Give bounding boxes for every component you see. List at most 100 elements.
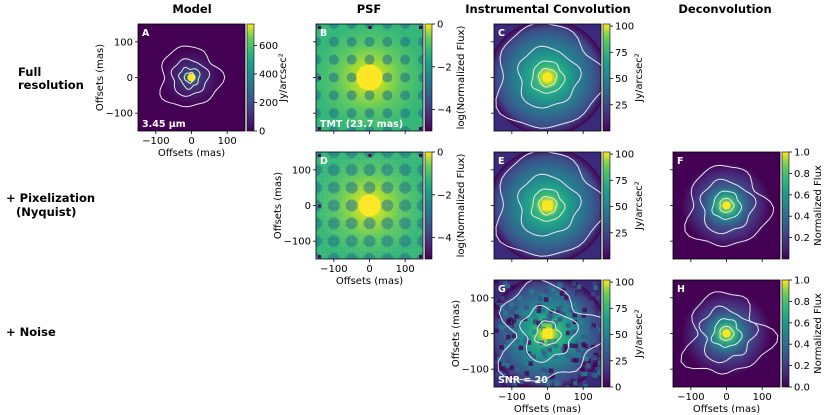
psf-dark-ring bbox=[399, 181, 412, 194]
noise-pixel bbox=[524, 371, 530, 376]
colorbar-tick-label: 1.0 bbox=[794, 148, 810, 159]
contour-line bbox=[495, 24, 601, 129]
noise-pixel bbox=[569, 330, 574, 335]
noise-pixel bbox=[501, 361, 507, 366]
noise-pixel bbox=[529, 289, 534, 294]
noise-pixel bbox=[501, 339, 507, 344]
noise-pixel bbox=[559, 291, 564, 296]
noise-pixel bbox=[536, 308, 542, 314]
noise-pixel bbox=[561, 312, 566, 317]
noise-pixel bbox=[592, 355, 597, 360]
psf-dark-ring bbox=[316, 217, 322, 230]
contour-line bbox=[680, 291, 779, 375]
colorbar-label: Jy/arcsec² bbox=[634, 309, 645, 359]
noise-pixel bbox=[586, 345, 591, 351]
noise-pixel bbox=[582, 307, 587, 313]
psf-null bbox=[318, 255, 321, 258]
noise-pixel bbox=[509, 365, 514, 370]
contour-line bbox=[178, 66, 201, 90]
colorbar-tick-label: 100 bbox=[615, 278, 634, 289]
y-tick-label: −100 bbox=[462, 365, 489, 376]
noise-pixel bbox=[551, 287, 556, 293]
contour-line bbox=[517, 45, 582, 109]
colorbar-label: Normalized Flux bbox=[813, 165, 824, 246]
psf-dark-ring bbox=[316, 108, 321, 119]
noise-pixel bbox=[572, 386, 577, 387]
psf-core bbox=[358, 194, 381, 217]
noise-pixel bbox=[553, 320, 558, 325]
noise-pixel bbox=[565, 305, 571, 311]
colorbar-gradient bbox=[602, 23, 611, 132]
colorbar-label: log(Normalized Flux) bbox=[456, 154, 467, 258]
noise-pixel bbox=[512, 380, 517, 385]
panel-letter: A bbox=[142, 28, 150, 39]
noise-pixel bbox=[571, 281, 577, 287]
noise-pixel bbox=[583, 384, 588, 387]
noise-pixel bbox=[534, 315, 539, 321]
psf-dark-ring bbox=[418, 90, 423, 101]
x-axis-label: Offsets (mas) bbox=[693, 404, 760, 415]
psf-dark-ring bbox=[346, 72, 357, 83]
colorbar-tick-label: 200 bbox=[259, 98, 278, 109]
inset-text: TMT (23.7 mas) bbox=[320, 119, 403, 130]
contour-line bbox=[719, 325, 735, 341]
noise-pixel bbox=[506, 320, 511, 325]
x-tick-label: 100 bbox=[218, 136, 237, 147]
colorbar-label: Jy/arcsec² bbox=[634, 181, 645, 231]
colorbar-gradient bbox=[781, 279, 790, 388]
psf-dark-ring bbox=[328, 54, 339, 65]
psf-dark-ring bbox=[346, 54, 357, 65]
psf-dark-ring bbox=[417, 163, 423, 176]
noise-pixel bbox=[524, 305, 529, 310]
noise-pixel bbox=[511, 333, 517, 339]
galaxy-core bbox=[542, 328, 553, 339]
contour-line bbox=[710, 318, 743, 348]
x-tick-label: 0 bbox=[188, 136, 194, 147]
noise-pixel bbox=[531, 354, 536, 359]
psf-dark-ring bbox=[417, 181, 423, 194]
noise-pixel bbox=[543, 368, 549, 374]
colorbar-tick-label: 0.2 bbox=[794, 233, 810, 244]
psf-dark-ring bbox=[400, 36, 411, 47]
psf-dark-ring bbox=[382, 36, 393, 47]
psf-dark-ring bbox=[400, 24, 411, 29]
noise-pixel bbox=[561, 354, 566, 359]
column-title-model: Model bbox=[172, 2, 211, 16]
panel-letter: G bbox=[498, 284, 506, 295]
noise-pixel bbox=[575, 339, 580, 345]
noise-pixel bbox=[572, 329, 577, 334]
y-tick-label: 100 bbox=[470, 293, 489, 304]
psf-dark-ring bbox=[346, 24, 357, 29]
panel-letter: D bbox=[320, 156, 328, 167]
column-title-convolution: Instrumental Convolution bbox=[465, 2, 630, 16]
psf-dark-ring bbox=[316, 54, 321, 65]
psf-dark-ring bbox=[399, 152, 412, 158]
psf-null bbox=[318, 204, 321, 208]
noise-pixel bbox=[502, 310, 508, 315]
noise-pixel bbox=[598, 327, 601, 332]
y-axis-label: Offsets (mas) bbox=[273, 172, 284, 239]
psf-dark-ring bbox=[418, 72, 423, 83]
noise-pixel bbox=[597, 370, 601, 376]
noise-pixel bbox=[558, 310, 563, 315]
noise-pixel bbox=[592, 281, 598, 287]
galaxy-core bbox=[542, 72, 553, 83]
noise-pixel bbox=[547, 348, 553, 353]
colorbar-tick-label: 75 bbox=[615, 48, 628, 59]
noise-pixel bbox=[500, 296, 505, 301]
psf-dark-ring bbox=[418, 108, 423, 119]
noise-pixel bbox=[508, 370, 514, 375]
noise-pixel bbox=[538, 296, 543, 301]
noise-pixel bbox=[542, 353, 548, 358]
y-axis-label: Offsets (mas) bbox=[95, 44, 106, 111]
noise-pixel bbox=[584, 356, 590, 362]
panel-B: B TMT (23.7 mas) 0 −2 −4 log(Normalized Flux) bbox=[313, 20, 467, 134]
psf-dark-ring bbox=[316, 181, 322, 194]
noise-pixel bbox=[553, 354, 558, 359]
x-tick-label: 0 bbox=[366, 264, 372, 275]
noise-pixel bbox=[530, 313, 536, 318]
noise-pixel bbox=[536, 324, 542, 329]
noise-pixel bbox=[501, 356, 506, 361]
